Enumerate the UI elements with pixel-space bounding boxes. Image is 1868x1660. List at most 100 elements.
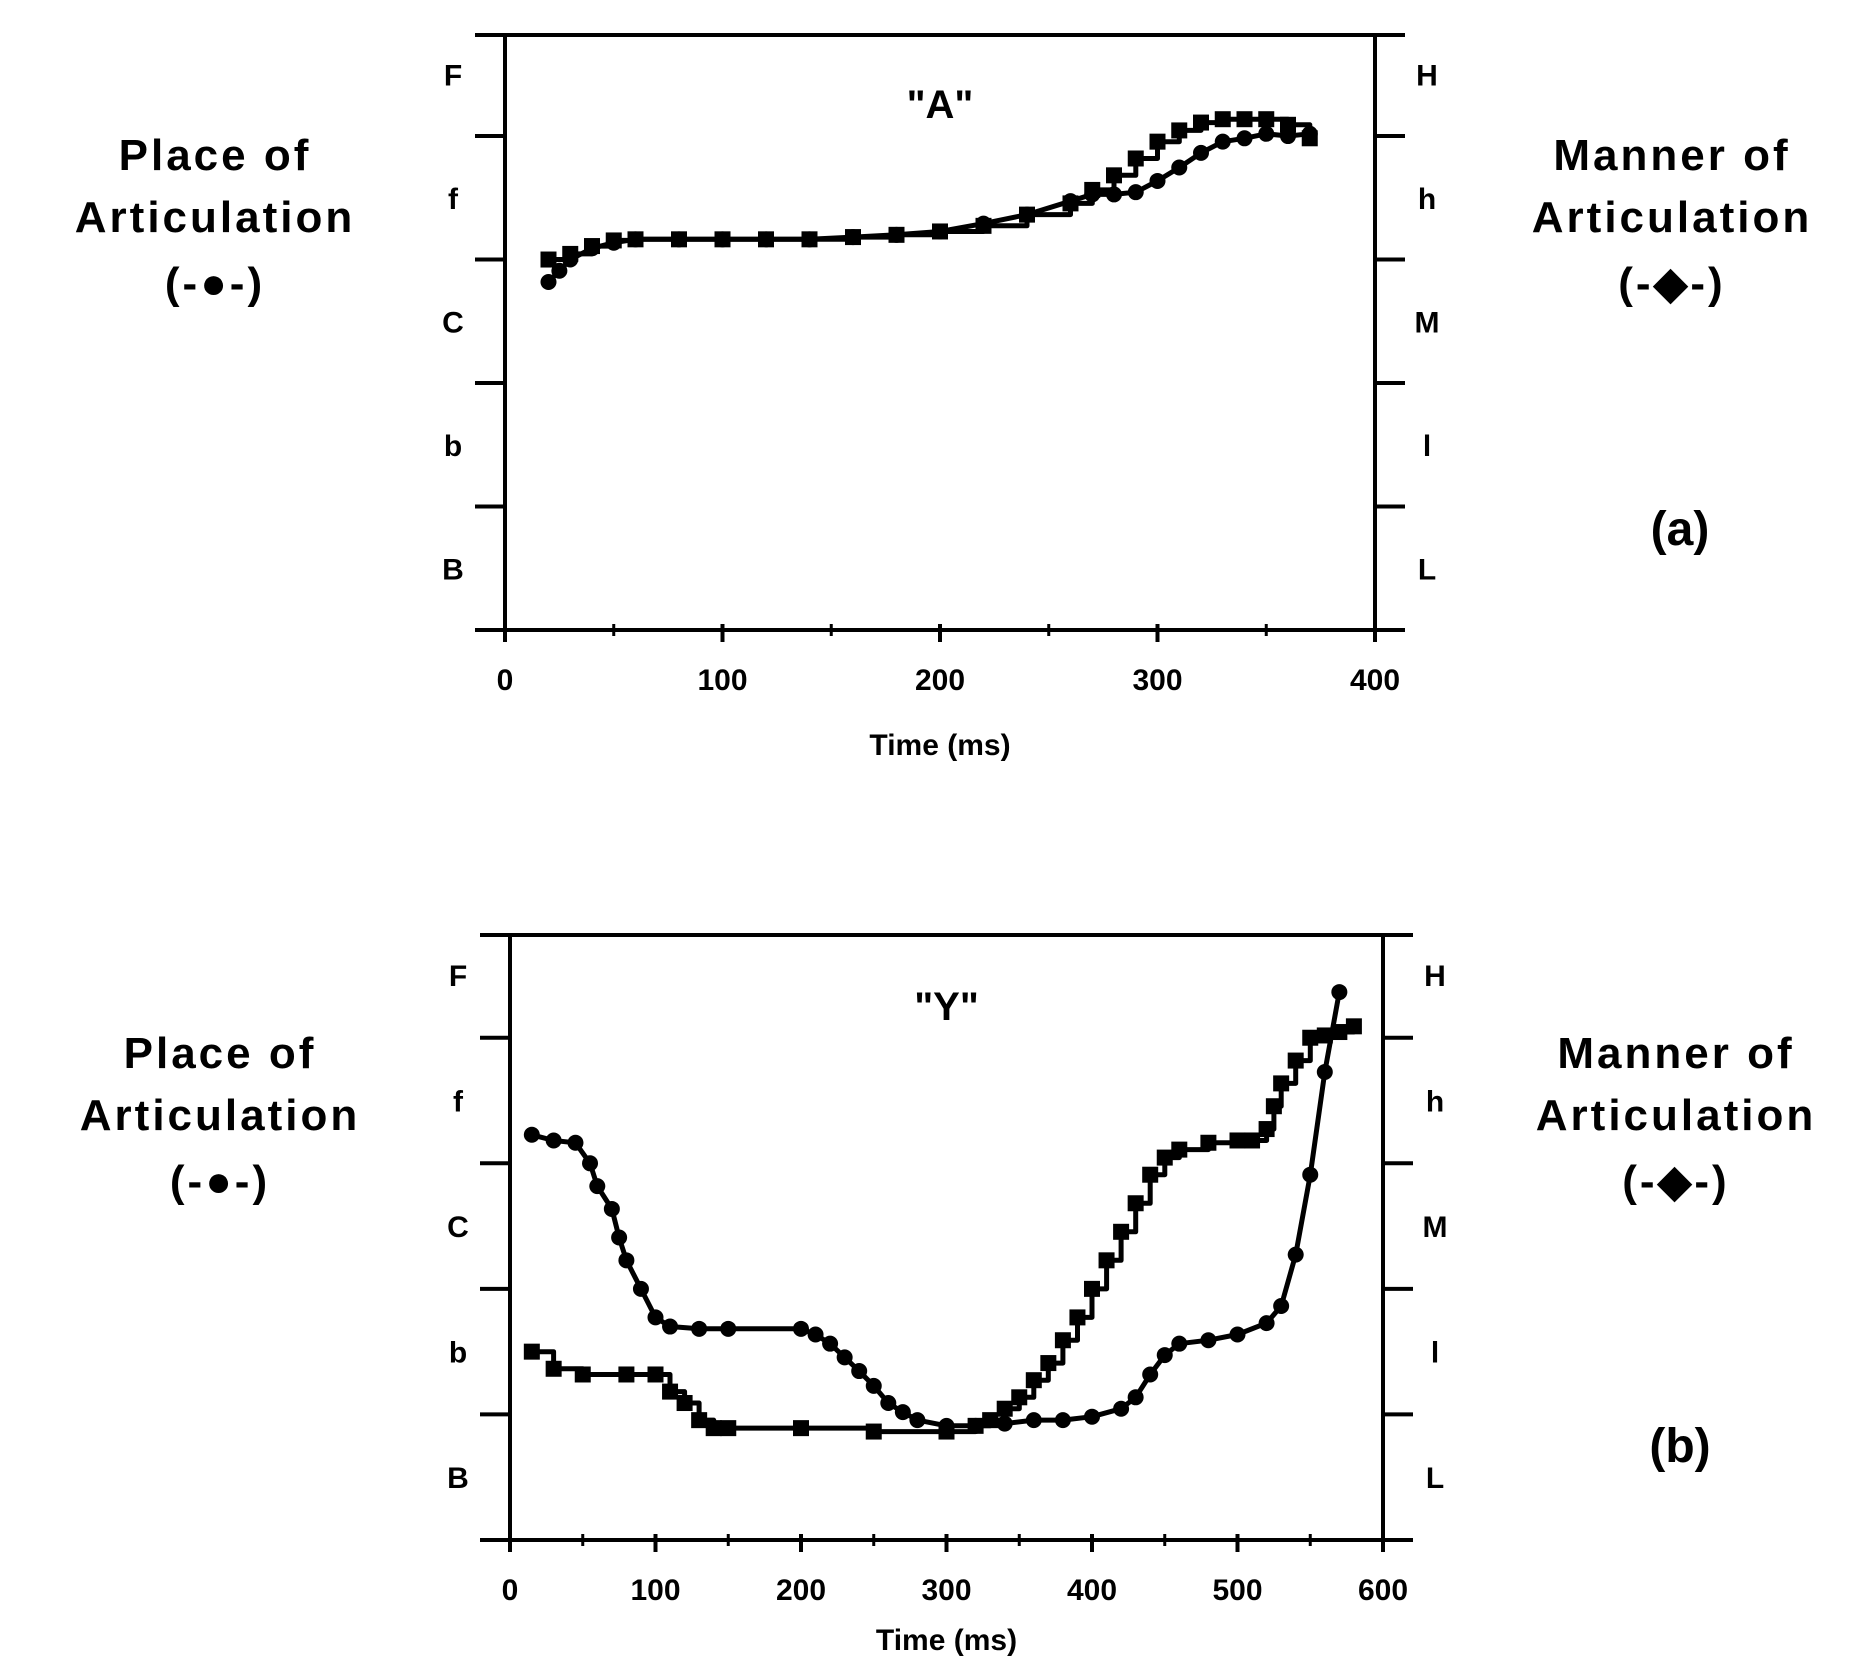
x-tick-label: 400 bbox=[1067, 1574, 1117, 1607]
place-data-point bbox=[865, 1377, 882, 1394]
place-data-point bbox=[582, 1155, 599, 1172]
manner-series-line bbox=[548, 116, 1313, 262]
left-category-label: F bbox=[449, 960, 467, 993]
x-tick-label: 200 bbox=[915, 664, 965, 697]
manner-data-point bbox=[1084, 181, 1101, 198]
place-data-point bbox=[894, 1404, 911, 1421]
panel-label-b: (b) bbox=[1649, 1420, 1710, 1473]
manner-data-point bbox=[1265, 1098, 1282, 1115]
manner-data-point bbox=[1084, 1280, 1100, 1297]
x-tick-label: 400 bbox=[1350, 664, 1400, 697]
place-data-point bbox=[1316, 1063, 1333, 1080]
place-series-line bbox=[531, 991, 1342, 1429]
place-data-point bbox=[1025, 1412, 1042, 1429]
manner-data-point bbox=[705, 1420, 722, 1437]
place-data-point bbox=[540, 273, 557, 290]
right-category-label: M bbox=[1423, 1211, 1448, 1244]
manner-data-point bbox=[967, 1417, 984, 1434]
place-data-point bbox=[793, 1320, 809, 1337]
manner-data-point bbox=[671, 231, 687, 248]
right-category-label: H bbox=[1424, 960, 1446, 993]
right-category-label: M bbox=[1415, 306, 1440, 339]
manner-data-point bbox=[584, 238, 600, 255]
left-axis-title-line1: Place of bbox=[119, 131, 312, 180]
manner-data-point bbox=[1156, 1149, 1173, 1166]
right-category-label: H bbox=[1416, 59, 1438, 92]
manner-data-point bbox=[1113, 1223, 1130, 1240]
left-category-label: f bbox=[448, 183, 459, 216]
manner-data-point bbox=[1062, 195, 1079, 212]
chart-b: Place of Articulation (-●-) Manner of Ar… bbox=[80, 933, 1816, 1657]
manner-data-point bbox=[662, 1383, 679, 1400]
place-data-point bbox=[1214, 133, 1231, 150]
manner-data-point bbox=[1011, 1389, 1028, 1406]
chart-title-b: "Y" bbox=[914, 985, 979, 1029]
x-tick-label: 300 bbox=[921, 1574, 971, 1607]
left-axis-marker-legend: (-●-) bbox=[170, 1157, 270, 1206]
right-axis-title-line2: Articulation bbox=[1536, 1091, 1816, 1140]
place-data-point bbox=[1229, 1326, 1246, 1343]
right-axis-title-line1: Manner of bbox=[1557, 1029, 1794, 1078]
manner-data-point bbox=[1098, 1252, 1115, 1269]
manner-data-point bbox=[1171, 122, 1188, 139]
place-data-point bbox=[1200, 1332, 1217, 1349]
place-data-point bbox=[1236, 130, 1253, 147]
manner-data-point bbox=[932, 223, 948, 240]
manner-data-point bbox=[647, 1366, 664, 1383]
manner-data-point bbox=[1054, 1332, 1071, 1349]
place-data-point bbox=[691, 1320, 708, 1337]
manner-data-point bbox=[801, 231, 818, 248]
manner-data-point bbox=[1244, 1132, 1261, 1149]
place-data-point bbox=[1287, 1246, 1304, 1263]
manner-data-point bbox=[1069, 1309, 1086, 1326]
place-data-point bbox=[851, 1363, 868, 1380]
right-axis-title-line2: Articulation bbox=[1532, 193, 1812, 242]
manner-data-point bbox=[545, 1360, 562, 1377]
x-tick-label: 300 bbox=[1132, 664, 1182, 697]
place-data-point bbox=[567, 1134, 584, 1151]
manner-data-point bbox=[1127, 1195, 1144, 1212]
place-data-point bbox=[1331, 984, 1348, 1001]
manner-data-point bbox=[1345, 1018, 1362, 1035]
place-data-point bbox=[807, 1326, 824, 1343]
place-data-point bbox=[880, 1395, 897, 1412]
manner-data-point bbox=[1287, 1052, 1304, 1069]
place-data-point bbox=[1127, 184, 1144, 201]
place-data-point bbox=[647, 1309, 664, 1326]
left-category-label: b bbox=[449, 1337, 467, 1370]
manner-data-point bbox=[562, 245, 579, 262]
manner-data-point bbox=[676, 1395, 693, 1412]
left-category-label: F bbox=[444, 59, 462, 92]
place-data-point bbox=[1142, 1366, 1159, 1383]
manner-data-point bbox=[1142, 1166, 1159, 1183]
manner-data-point bbox=[1258, 111, 1275, 128]
manner-data-point bbox=[982, 1412, 999, 1429]
place-data-point bbox=[662, 1318, 679, 1335]
place-data-point bbox=[1113, 1400, 1130, 1417]
place-data-point bbox=[720, 1320, 737, 1337]
manner-data-point bbox=[605, 232, 622, 249]
manner-data-point bbox=[1019, 206, 1035, 223]
manner-data-point bbox=[996, 1400, 1013, 1417]
manner-data-point bbox=[1273, 1075, 1290, 1092]
left-category-label: B bbox=[442, 553, 464, 586]
manner-data-point bbox=[627, 231, 644, 248]
left-category-label: b bbox=[444, 430, 462, 463]
manner-data-point bbox=[1236, 111, 1253, 128]
place-data-point bbox=[1156, 1347, 1173, 1364]
manner-data-point bbox=[1316, 1027, 1333, 1044]
place-data-point bbox=[1054, 1412, 1071, 1429]
chart-a: Place of Articulation (-●-) Manner of Ar… bbox=[75, 33, 1812, 762]
manner-data-point bbox=[1301, 130, 1318, 147]
manner-data-point bbox=[758, 231, 774, 248]
place-data-point bbox=[909, 1412, 926, 1429]
place-data-point bbox=[1258, 125, 1275, 142]
panel-label-a: (a) bbox=[1651, 503, 1710, 556]
manner-data-point bbox=[865, 1423, 882, 1440]
right-axis-title-line1: Manner of bbox=[1553, 131, 1790, 180]
manner-data-point bbox=[720, 1420, 737, 1437]
place-data-point bbox=[523, 1126, 540, 1143]
place-data-point bbox=[1171, 1335, 1188, 1352]
left-category-label: f bbox=[453, 1086, 464, 1119]
manner-data-point bbox=[1258, 1121, 1275, 1138]
